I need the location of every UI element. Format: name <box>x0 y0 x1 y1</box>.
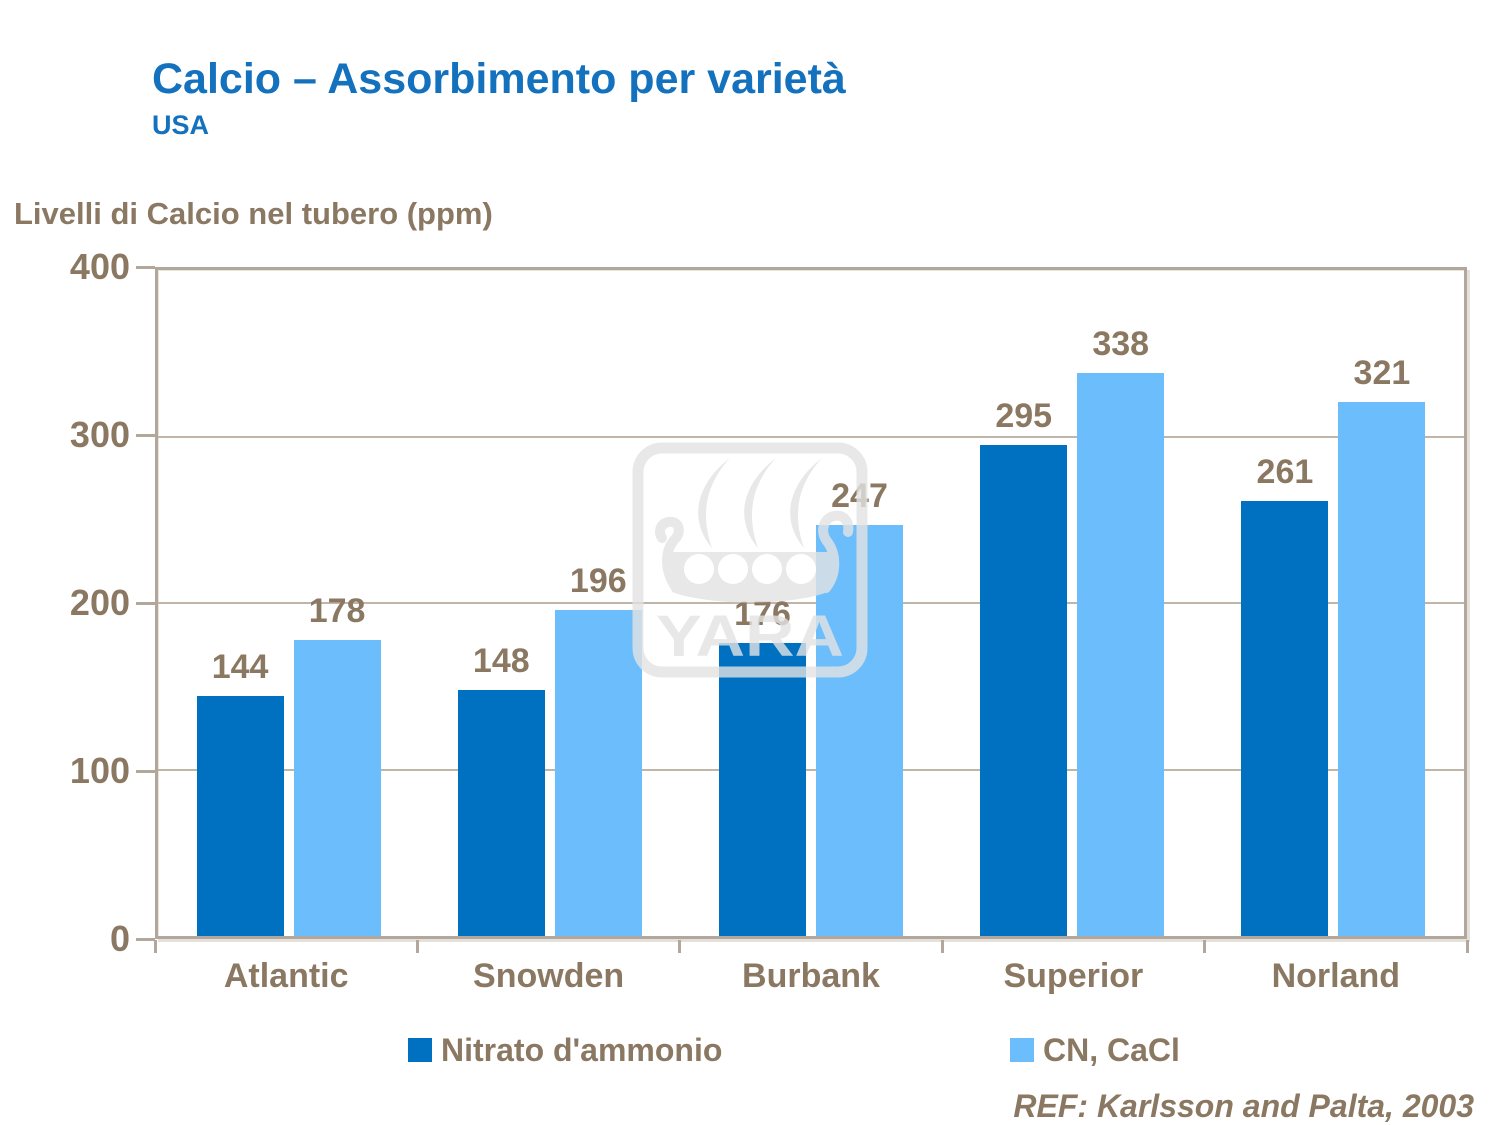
bar-value-label: 178 <box>308 591 366 630</box>
reference-note: REF: Karlsson and Palta, 2003 <box>1013 1088 1474 1124</box>
x-tick-mark <box>1465 940 1469 953</box>
category-label-snowden: Snowden <box>473 957 625 995</box>
y-tick-label: 400 <box>69 246 130 287</box>
bar-wrap: 196 <box>554 270 642 936</box>
bars-container: 144 178 148 196 176 247 295 338 261 321 <box>158 270 1464 936</box>
bar-wrap: 144 <box>196 270 284 936</box>
x-tick-mark <box>678 940 682 953</box>
x-tick-mark <box>1203 940 1207 953</box>
bar-wrap: 148 <box>457 270 545 936</box>
bar-burbank <box>719 642 806 936</box>
gridline-300 <box>158 435 1464 438</box>
bar-value-label: 261 <box>1256 453 1314 492</box>
x-tick-mark <box>153 940 157 953</box>
bar-group-snowden: 148 196 <box>419 270 680 936</box>
bar-norland <box>1338 401 1426 936</box>
category-label-superior: Superior <box>1003 957 1144 995</box>
bar-wrap: 295 <box>980 270 1068 936</box>
bar-atlantic <box>293 639 381 936</box>
bar-burbank <box>816 524 903 936</box>
legend-label: Nitrato d'ammonio <box>441 1032 723 1068</box>
y-tick-label: 200 <box>69 582 130 623</box>
plot-area: 144 178 148 196 176 247 295 338 261 321 <box>155 267 1467 939</box>
x-tick-mark <box>940 940 944 953</box>
legend-swatch <box>1010 1038 1034 1062</box>
bar-value-label: 295 <box>995 396 1053 435</box>
bar-value-label: 338 <box>1092 325 1150 364</box>
bar-atlantic <box>196 696 284 936</box>
bar-wrap: 176 <box>719 270 806 936</box>
legend-item-1: CN, CaCl <box>1010 1033 1180 1067</box>
bar-value-label: 321 <box>1353 353 1411 392</box>
bar-wrap: 321 <box>1338 270 1426 936</box>
bar-snowden <box>457 689 545 936</box>
bar-group-superior: 295 338 <box>942 270 1203 936</box>
bar-norland <box>1241 501 1329 936</box>
legend-swatch <box>408 1038 432 1062</box>
gridline-100 <box>158 768 1464 771</box>
y-tick-mark <box>136 937 155 941</box>
legend-item-0: Nitrato d'ammonio <box>408 1033 722 1067</box>
bar-value-label: 196 <box>569 561 627 600</box>
page-title: Calcio – Assorbimento per varietà <box>152 55 846 103</box>
bar-superior <box>1077 373 1165 936</box>
bar-group-norland: 261 321 <box>1203 270 1464 936</box>
category-label-burbank: Burbank <box>742 957 880 995</box>
bar-snowden <box>554 609 642 936</box>
y-tick-label: 100 <box>69 750 130 791</box>
bar-wrap: 178 <box>293 270 381 936</box>
y-tick-mark <box>136 265 155 269</box>
bar-value-label: 148 <box>472 641 530 680</box>
y-tick-label: 0 <box>109 918 130 959</box>
category-label-atlantic: Atlantic <box>223 957 349 995</box>
y-tick-label: 300 <box>69 414 130 455</box>
bar-group-atlantic: 144 178 <box>158 270 419 936</box>
bar-wrap: 247 <box>816 270 903 936</box>
bar-group-burbank: 176 247 <box>680 270 941 936</box>
y-axis-title: Livelli di Calcio nel tubero (ppm) <box>14 196 493 231</box>
bar-value-label: 247 <box>831 476 888 515</box>
bar-value-label: 144 <box>211 648 269 687</box>
bar-value-label: 176 <box>734 594 791 633</box>
page-subtitle: USA <box>152 110 210 140</box>
legend-label: CN, CaCl <box>1043 1032 1180 1068</box>
bar-superior <box>980 444 1068 936</box>
bar-wrap: 338 <box>1077 270 1165 936</box>
y-tick-mark <box>136 601 155 605</box>
x-tick-mark <box>415 940 419 953</box>
y-tick-mark <box>136 769 155 773</box>
category-label-norland: Norland <box>1271 957 1401 995</box>
bar-wrap: 261 <box>1241 270 1329 936</box>
y-tick-mark <box>136 433 155 437</box>
